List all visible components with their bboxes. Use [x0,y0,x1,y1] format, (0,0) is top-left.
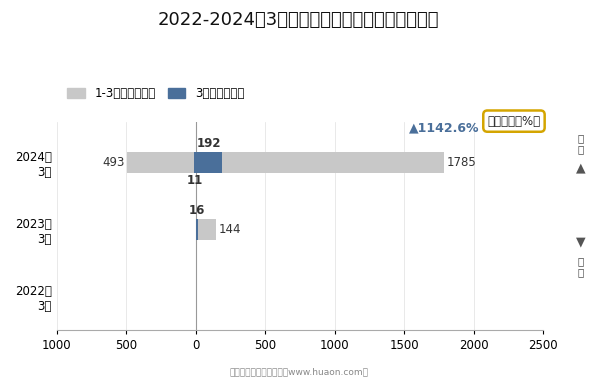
Text: 493: 493 [102,156,124,169]
Bar [127,152,196,173]
Bar [194,152,196,173]
Bar [196,218,198,240]
Text: 192: 192 [197,137,221,150]
Text: ▼: ▼ [576,235,585,248]
Text: ▲: ▲ [576,162,585,175]
Text: 制图：华经产业研究院（www.huaon.com）: 制图：华经产业研究院（www.huaon.com） [229,367,368,376]
Text: 进
口: 进 口 [577,256,583,277]
Bar [196,218,216,240]
Text: 2022-2024年3月重庆万州综合保税区进、出口额: 2022-2024年3月重庆万州综合保税区进、出口额 [158,11,439,29]
Text: 出
口: 出 口 [577,133,583,155]
Bar [196,152,444,173]
Text: 144: 144 [219,223,241,236]
Text: ▲1142.6%: ▲1142.6% [409,121,479,134]
Legend: 1-3月（万美元）, 3月（万美元）: 1-3月（万美元）, 3月（万美元） [63,82,249,105]
Text: 16: 16 [189,204,205,217]
Bar [196,152,223,173]
Text: 同比增速（%）: 同比增速（%） [487,115,540,128]
Text: 1785: 1785 [447,156,476,169]
Text: 11: 11 [187,174,203,187]
